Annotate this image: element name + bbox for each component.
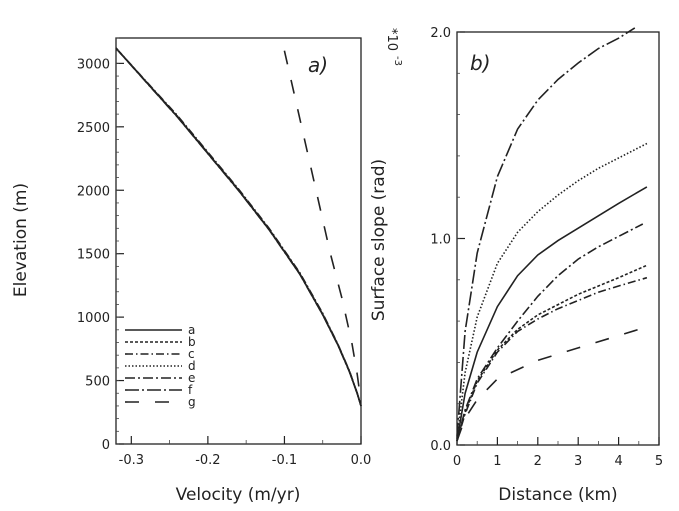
panel-b-distance-slope: 0 1 2 3 4 5 0.0 1.0 2.0 b) Distance (km) Surfac… — [369, 26, 663, 505]
series-line-a — [456, 186, 648, 442]
panel-b-frame — [456, 31, 660, 446]
x-tick-label: 1 — [493, 454, 501, 469]
panel-a-label: a) — [308, 53, 328, 77]
panel-b-y-multiplier-base: *10 — [384, 28, 399, 51]
legend-label-e: e — [188, 371, 195, 385]
panel-b-y-multiplier-exponent: -3 — [392, 56, 403, 66]
legend-label-f: f — [188, 383, 193, 397]
panel-a-x-ticks: -0.3 -0.2 -0.1 0.0 — [119, 436, 372, 468]
series-line-c — [456, 276, 648, 442]
series-line-d — [115, 47, 362, 407]
panel-a-y-ticks: 0 500 1000 1500 2000 2500 3000 — [77, 37, 124, 453]
panel-b-x-ticks: 0 1 2 3 4 5 — [453, 437, 663, 469]
x-tick-label: -0.1 — [272, 453, 297, 468]
panel-b-y-ticks: 0.0 1.0 2.0 — [430, 26, 465, 454]
legend-label-c: c — [188, 347, 195, 361]
panel-a-y-axis-title: Elevation (m) — [11, 183, 31, 297]
y-tick-label: 0.0 — [430, 439, 451, 454]
series-line-e — [456, 223, 644, 442]
x-tick-label: 4 — [614, 454, 622, 469]
y-tick-label: 3000 — [77, 57, 110, 72]
legend-label-a: a — [188, 323, 195, 337]
y-tick-label: 1500 — [77, 248, 110, 263]
panel-a-frame — [115, 37, 362, 445]
series-line-f — [456, 27, 636, 437]
panel-b-label: b) — [470, 51, 491, 75]
series-line-g — [283, 50, 362, 403]
panel-a-x-axis-title: Velocity (m/yr) — [176, 485, 301, 505]
panel-b-y-multiplier: *10 -3 — [384, 28, 403, 66]
series-line-d — [456, 142, 648, 439]
legend-label-g: g — [188, 395, 196, 409]
x-tick-label: 2 — [534, 454, 542, 469]
series-line-f — [115, 47, 362, 407]
panel-b-x-axis-title: Distance (km) — [498, 485, 617, 505]
y-tick-label: 2.0 — [430, 26, 451, 41]
x-tick-label: 0.0 — [351, 453, 372, 468]
x-tick-label: -0.3 — [119, 453, 144, 468]
legend-label-d: d — [188, 359, 196, 373]
series-line-g — [456, 328, 640, 442]
y-tick-label: 0 — [102, 438, 110, 453]
legend-label-b: b — [188, 335, 196, 349]
y-tick-label: 1.0 — [430, 233, 451, 248]
panel-b-y-axis-title: Surface slope (rad) — [369, 159, 389, 321]
x-tick-label: 3 — [574, 454, 582, 469]
y-tick-label: 500 — [85, 375, 110, 390]
y-tick-label: 2000 — [77, 184, 110, 199]
y-tick-label: 2500 — [77, 121, 110, 136]
x-tick-label: 5 — [655, 454, 663, 469]
series-line-b — [456, 264, 648, 442]
panel-a-series-group — [115, 47, 362, 407]
panel-b-series-group — [456, 27, 648, 442]
x-tick-label: 0 — [453, 454, 461, 469]
y-tick-label: 1000 — [77, 311, 110, 326]
x-tick-label: -0.2 — [195, 453, 220, 468]
